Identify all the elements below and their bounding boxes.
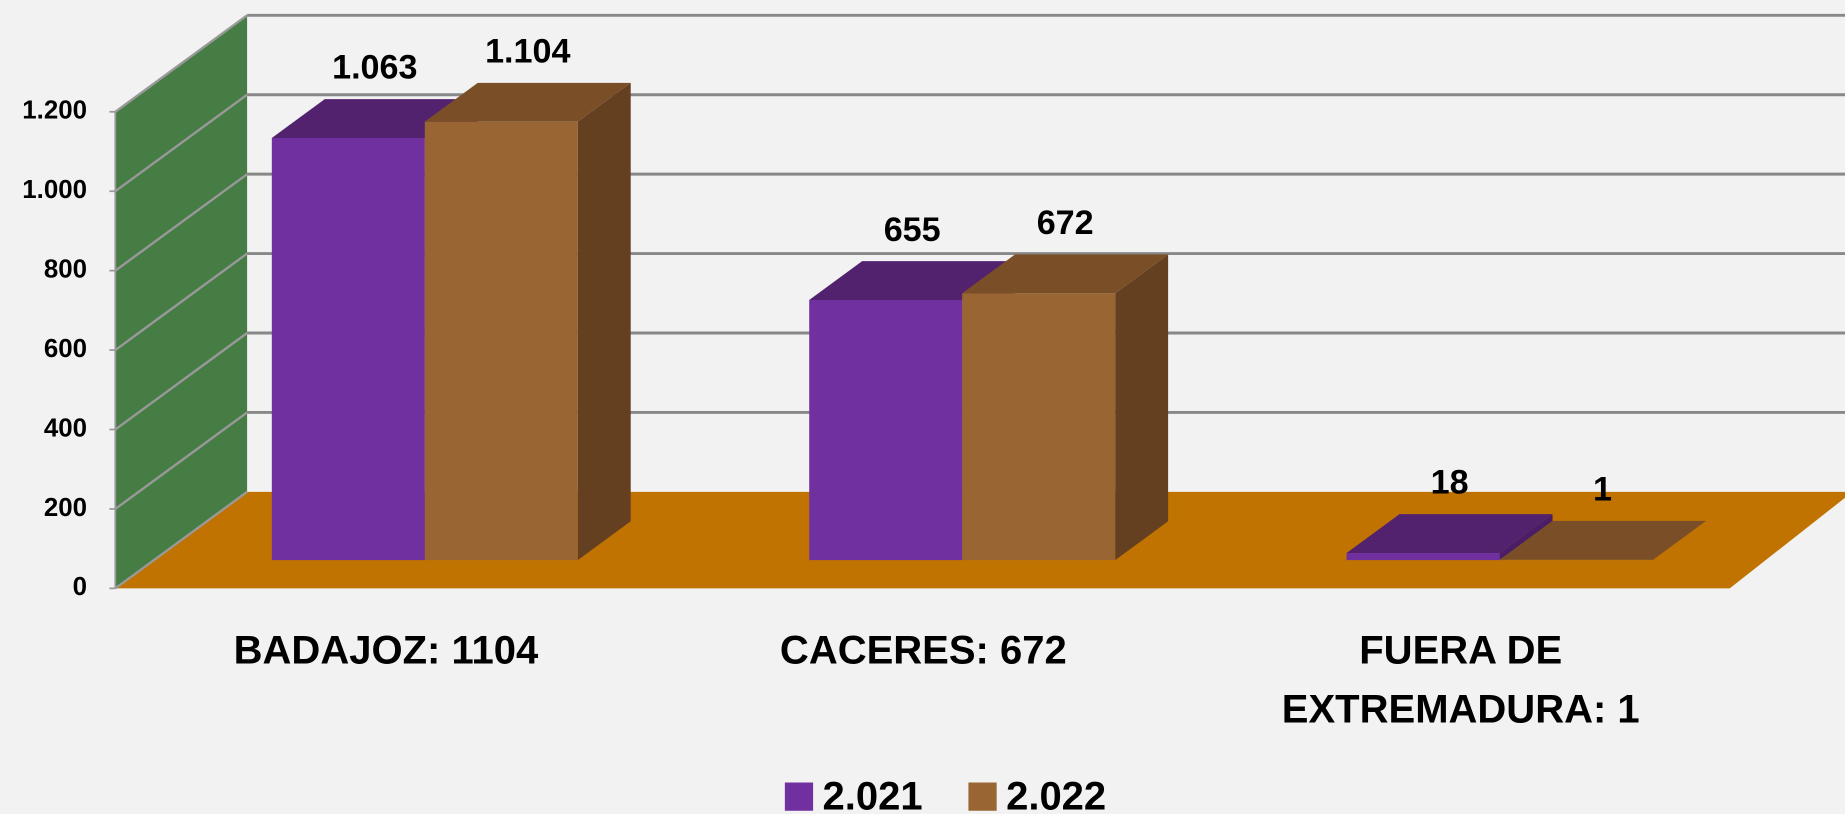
y-tick-label: 0 — [73, 573, 87, 601]
x-tick-label: BADAJOZ: 1104 — [233, 628, 539, 674]
bar-side — [577, 82, 631, 561]
bar-top — [809, 261, 1016, 300]
value-label: 1 — [1593, 470, 1612, 508]
y-tick-label: 600 — [44, 335, 87, 363]
grid-line — [114, 252, 248, 352]
value-label: 655 — [884, 211, 941, 249]
x-tick-label-box: BADAJOZ: 1104 — [233, 628, 539, 674]
x-tick-label: FUERA DE EXTREMADURA: 1 — [1281, 628, 1640, 732]
x-tick-label-box: CACERES: 672 — [779, 628, 1067, 674]
bar-front — [962, 293, 1116, 561]
legend-swatch — [784, 782, 814, 811]
bar-front — [424, 121, 578, 561]
value-label: 1.063 — [332, 49, 417, 87]
x-tick-label: CACERES: 672 — [779, 628, 1067, 674]
bar-top — [1346, 514, 1553, 553]
bar-side — [1652, 520, 1706, 561]
bar — [962, 254, 1169, 561]
value-label: 1.104 — [485, 32, 570, 70]
y-tick-label: 200 — [44, 494, 87, 522]
grid-line — [114, 332, 248, 431]
x-tick-label-box: FUERA DE EXTREMADURA: 1 — [1281, 628, 1640, 732]
grid-line — [114, 411, 248, 510]
bar-top — [424, 82, 631, 122]
y-tick-label: 800 — [44, 255, 87, 283]
grid-line — [114, 93, 248, 193]
bar-top — [1499, 520, 1706, 560]
bar — [1346, 514, 1553, 561]
legend-label: 2.022 — [1006, 775, 1106, 814]
bar — [424, 82, 631, 561]
bar — [1499, 520, 1706, 561]
bar-front — [1346, 552, 1500, 561]
grid-line — [114, 14, 248, 113]
bar-front — [809, 299, 963, 561]
y-tick-label: 400 — [44, 414, 87, 442]
value-label: 18 — [1431, 464, 1469, 502]
bar-side — [1115, 254, 1169, 561]
bar-side — [1499, 514, 1553, 561]
plot: 0 200 400 600 800 1.000 1.200 1.063 1.104 BADAJOZ… — [22, 13, 1845, 814]
y-tick-label: 1.200 — [22, 97, 87, 125]
legend-swatch — [968, 782, 997, 811]
grid-line — [114, 173, 248, 272]
grid-line — [114, 490, 248, 590]
value-label: 672 — [1037, 204, 1094, 242]
bar-top — [962, 254, 1169, 294]
legend-label: 2.021 — [823, 775, 923, 814]
bar-front — [271, 137, 425, 561]
y-tick-label: 1.000 — [22, 176, 87, 204]
